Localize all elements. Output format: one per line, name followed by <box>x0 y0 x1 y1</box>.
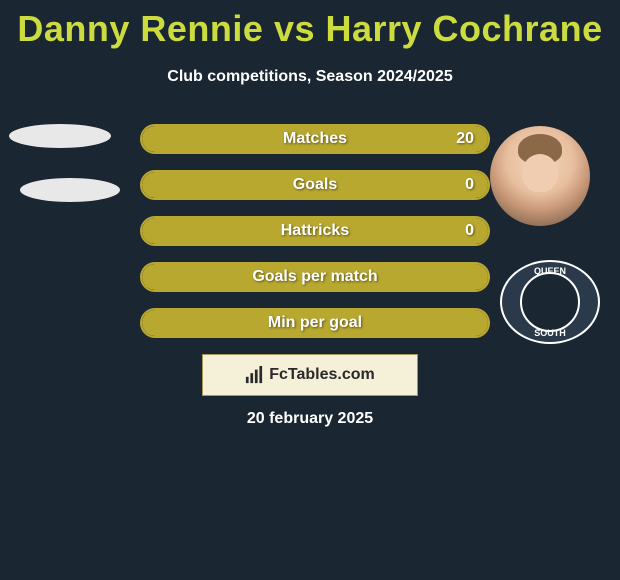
date-text: 20 february 2025 <box>0 410 620 428</box>
club-crest-right: QUEEN SOUTH <box>500 260 600 344</box>
stat-label: Hattricks <box>142 218 488 244</box>
stat-row-goals: Goals 0 <box>140 170 490 200</box>
chart-icon <box>245 366 263 384</box>
brand-text: FcTables.com <box>269 366 375 384</box>
player-left-avatar-2 <box>20 178 120 202</box>
crest-bottom-text: SOUTH <box>502 328 598 338</box>
stats-container: Matches 20 Goals 0 Hattricks 0 Goals per… <box>140 124 490 354</box>
stat-row-hattricks: Hattricks 0 <box>140 216 490 246</box>
stat-value-right: 0 <box>465 172 474 198</box>
stat-label: Goals per match <box>142 264 488 290</box>
page-title: Danny Rennie vs Harry Cochrane <box>0 0 620 50</box>
player-right-avatar <box>490 126 590 226</box>
stat-label: Matches <box>142 126 488 152</box>
stat-value-right: 20 <box>456 126 474 152</box>
crest-inner-circle <box>520 272 580 332</box>
stat-row-matches: Matches 20 <box>140 124 490 154</box>
stat-label: Goals <box>142 172 488 198</box>
stat-row-min-per-goal: Min per goal <box>140 308 490 338</box>
stat-value-right: 0 <box>465 218 474 244</box>
brand-box: FcTables.com <box>202 354 418 396</box>
stat-row-goals-per-match: Goals per match <box>140 262 490 292</box>
page-subtitle: Club competitions, Season 2024/2025 <box>0 68 620 86</box>
stat-label: Min per goal <box>142 310 488 336</box>
player-left-avatar-1 <box>9 124 111 148</box>
